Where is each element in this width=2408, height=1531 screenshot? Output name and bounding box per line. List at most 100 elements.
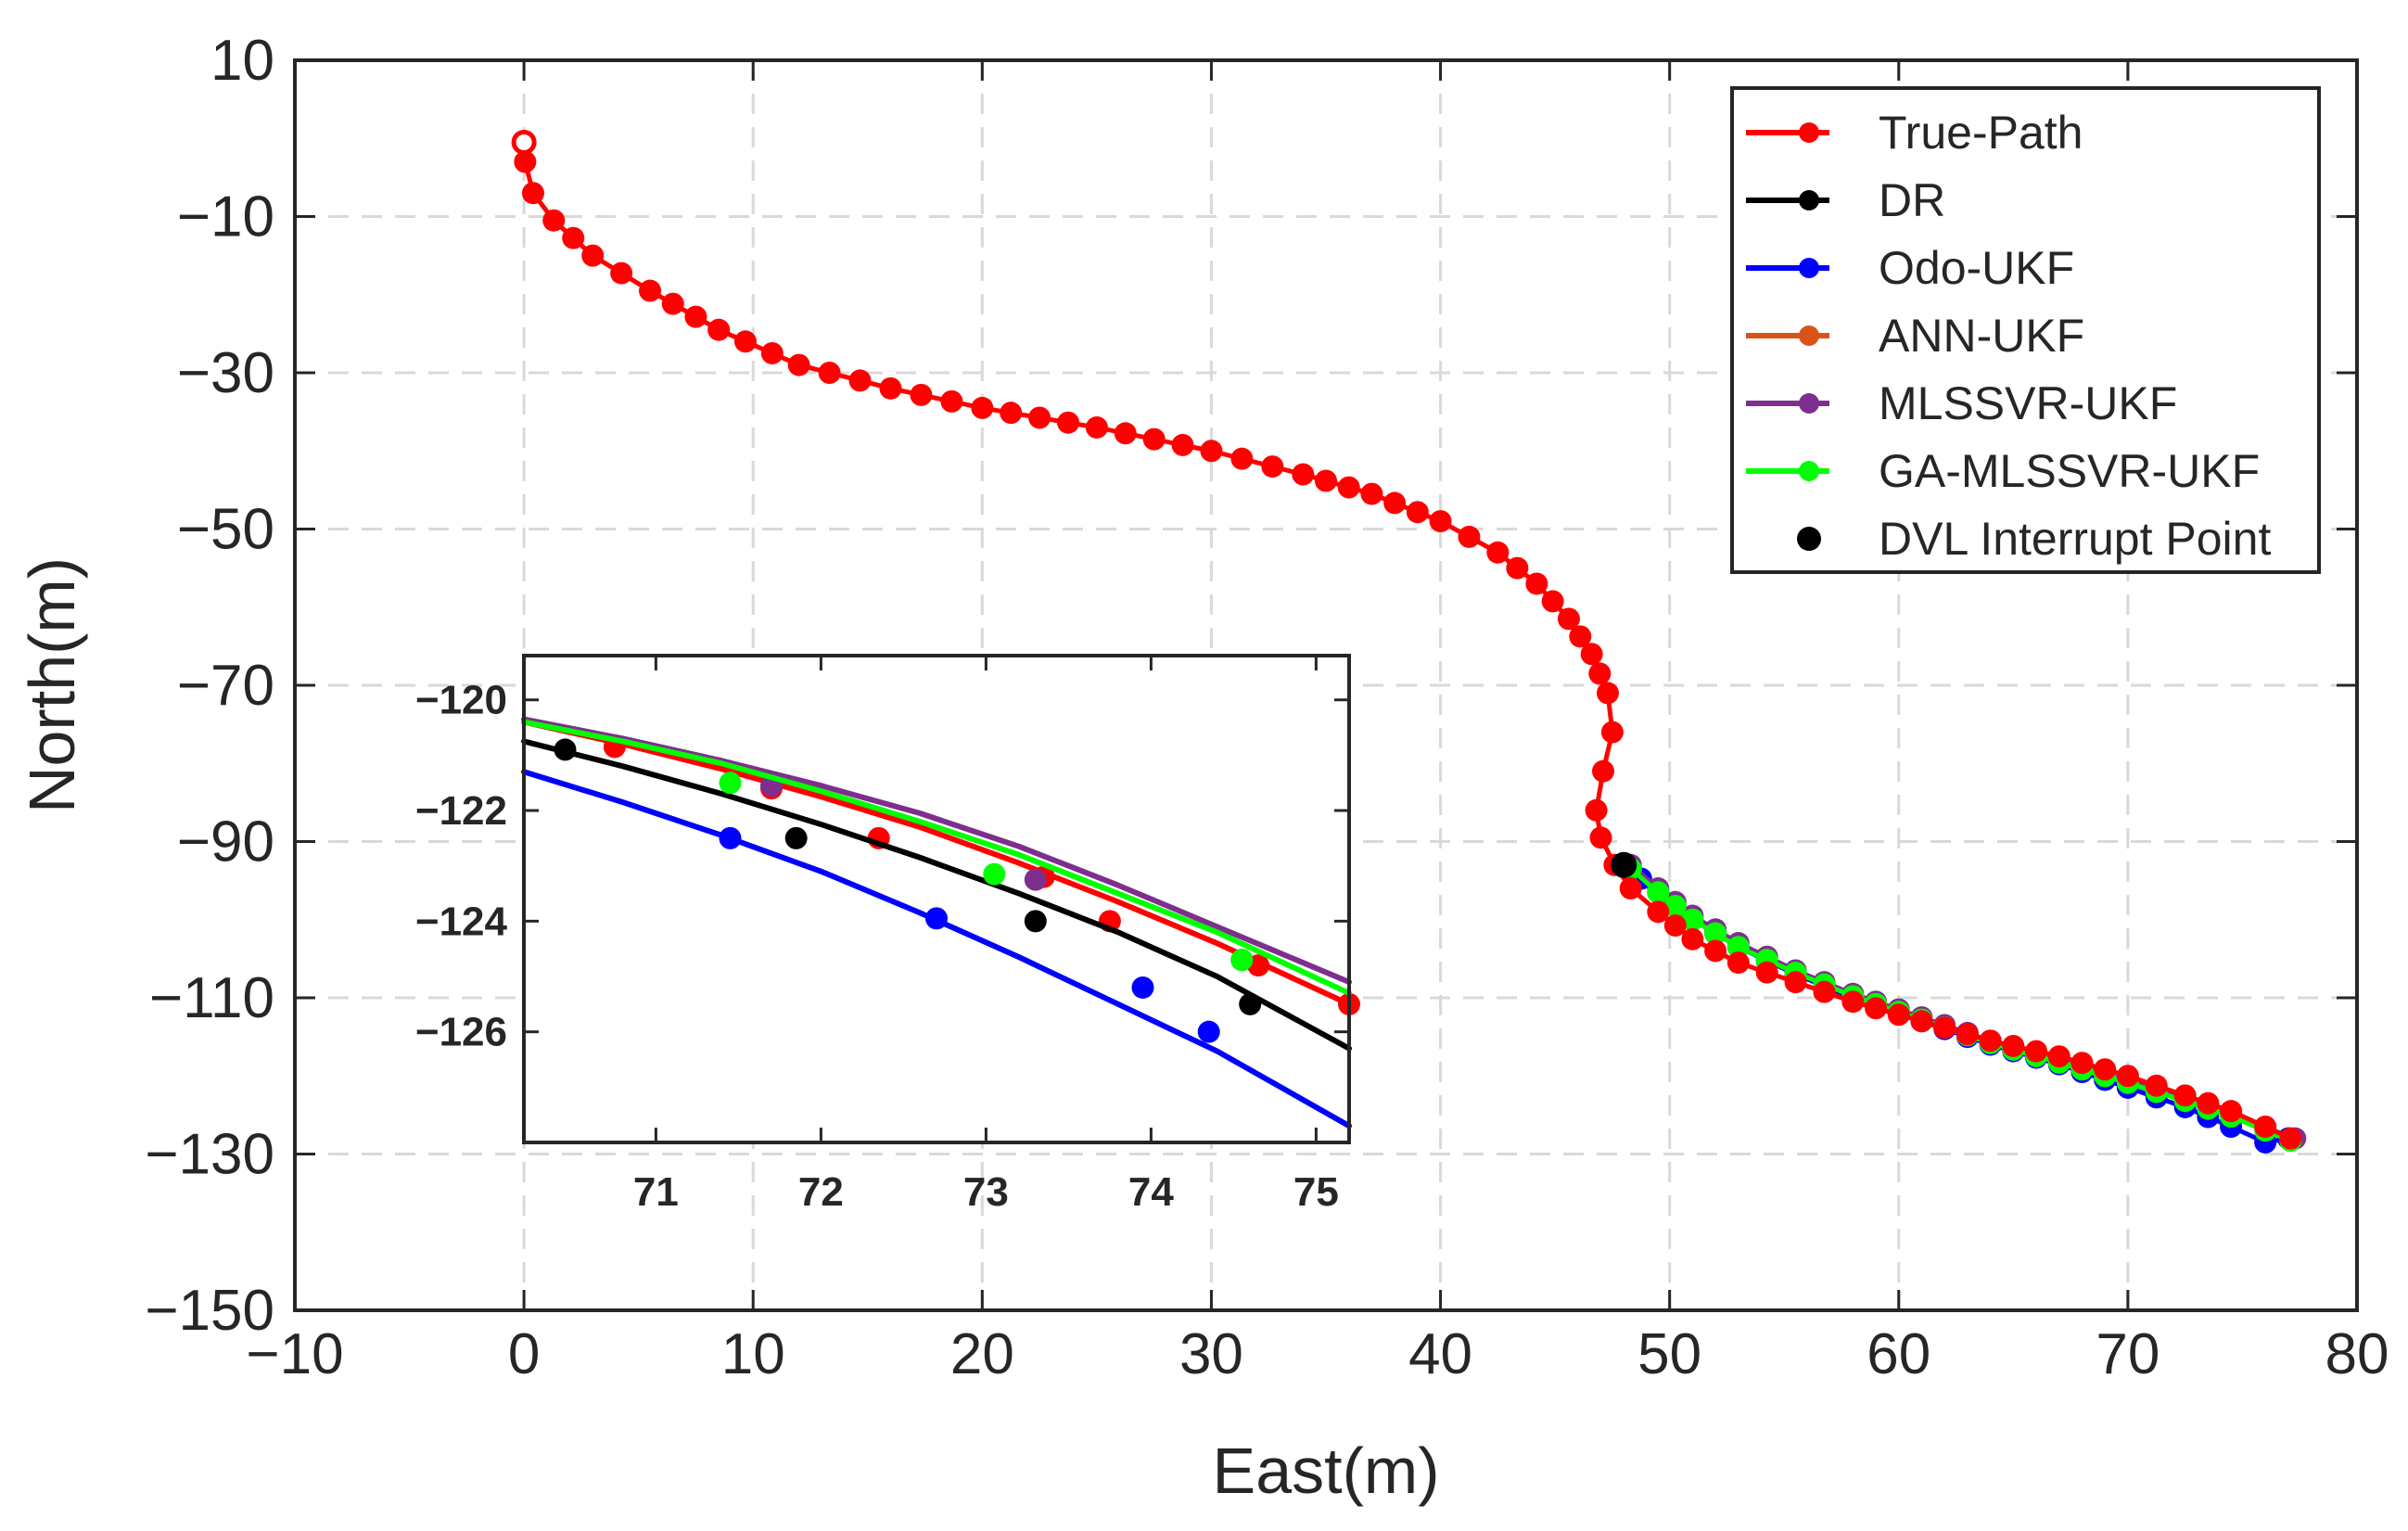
inset-odo-ukf-marker — [719, 826, 742, 849]
main-ticks: −10 0 10 20 30 40 50 60 70 80 10 −10 −30 −50 −70 −90 −11… — [145, 29, 2389, 1386]
true-path-marker — [1383, 491, 1407, 515]
inset-ga-mlssvr-ukf-marker — [983, 862, 1006, 886]
true-path-marker — [1458, 525, 1481, 548]
inset-y-tick-label: −120 — [415, 678, 507, 723]
true-path-marker — [1588, 662, 1612, 685]
inset-dr-marker — [1239, 992, 1262, 1015]
ga-mlssvr-ukf-marker — [1726, 936, 1750, 959]
true-path-marker — [1292, 463, 1315, 486]
inset-ticks: 71 72 73 74 75 −120 −122 −124 −126 — [415, 656, 1349, 1215]
inset-y-tick-label: −126 — [415, 1010, 507, 1055]
inset-dr-marker — [554, 738, 577, 761]
true-path-marker — [1541, 590, 1564, 613]
ga-mlssvr-ukf-marker — [1704, 922, 1727, 945]
inset-x-tick-label: 74 — [1128, 1169, 1174, 1215]
true-path-marker — [1261, 455, 1284, 478]
true-path-marker — [1200, 440, 1223, 463]
inset-mlssvr-ukf-marker — [1024, 868, 1047, 891]
y-axis-label: North(m) — [16, 557, 88, 813]
true-path-marker — [1028, 406, 1051, 429]
legend-mlssvr-ukf-marker — [1799, 393, 1819, 414]
true-path-marker — [1979, 1029, 2002, 1053]
true-path-marker — [733, 330, 757, 353]
true-path-marker — [1755, 961, 1778, 984]
inset-y-tick-label: −122 — [415, 788, 507, 834]
legend-mlssvr-ukf-label: MLSSVR-UKF — [1879, 377, 2177, 429]
legend-odo-ukf-marker — [1799, 258, 1819, 278]
true-path-start-marker — [511, 129, 537, 155]
true-path-marker — [581, 244, 605, 267]
legend-ga-mlssvr-ukf-marker — [1799, 461, 1819, 481]
legend-ann-ukf-marker — [1799, 325, 1819, 346]
true-path-marker — [1592, 759, 1615, 783]
inset-odo-ukf-marker — [1197, 1020, 1220, 1043]
true-path-marker — [661, 292, 684, 315]
legend-box — [1730, 86, 2321, 574]
true-path-marker — [2094, 1058, 2117, 1081]
inset-series-group — [521, 716, 1360, 1129]
y-tick-label: −30 — [177, 341, 274, 405]
y-tick-label: −150 — [145, 1279, 274, 1343]
inset-dr-marker — [1024, 910, 1047, 933]
true-path-marker — [639, 279, 662, 302]
inset-dr-marker — [784, 826, 808, 849]
true-path-marker — [542, 209, 566, 232]
true-path-marker — [1000, 402, 1023, 425]
true-path-marker — [1704, 939, 1727, 963]
true-path-marker — [1315, 469, 1337, 492]
true-path-marker — [2145, 1074, 2168, 1097]
inset-odo-ukf-marker — [1131, 976, 1154, 999]
legend-ann-ukf-label: ANN-UKF — [1879, 310, 2084, 362]
true-path-marker — [562, 226, 585, 249]
true-path-marker — [1600, 721, 1624, 744]
true-path-marker — [1910, 1010, 1933, 1033]
inset-x-tick-label: 72 — [798, 1169, 844, 1215]
true-path-marker — [1726, 951, 1750, 975]
y-tick-label: −90 — [177, 810, 274, 874]
true-path-marker — [818, 362, 841, 384]
true-path-marker — [1114, 422, 1137, 445]
y-tick-label: −10 — [177, 185, 274, 249]
ga-mlssvr-ukf-marker — [1647, 881, 1670, 904]
inset-odo-ukf-line — [521, 769, 1352, 1129]
inset-dr-line — [521, 738, 1352, 1052]
inset-x-tick-label: 71 — [633, 1169, 679, 1215]
true-path-marker — [1230, 447, 1254, 470]
true-path-marker — [760, 341, 784, 364]
true-path-marker — [1569, 625, 1592, 648]
x-tick-label: −10 — [246, 1322, 343, 1386]
true-path-marker — [2279, 1127, 2302, 1150]
legend-ga-mlssvr-ukf-label: GA-MLSSVR-UKF — [1879, 445, 2260, 497]
true-path-marker — [1784, 971, 1807, 994]
inset-x-tick-label: 75 — [1293, 1169, 1339, 1215]
inset-x-tick-label: 73 — [963, 1169, 1009, 1215]
legend-true-path-marker — [1799, 122, 1819, 143]
legend: True-Path DR Odo-UKF ANN-UKF MLSSVR-UKF GA-ML… — [1730, 86, 2321, 574]
inset-ga-mlssvr-ukf-marker — [719, 772, 742, 795]
inset-plot-frame — [522, 654, 1351, 1144]
true-path-marker — [707, 318, 731, 341]
inset-background — [524, 656, 1349, 1142]
inset-y-tick-label: −124 — [415, 899, 508, 944]
dvl-interrupt-point-marker — [1611, 851, 1637, 878]
true-path-marker — [1663, 914, 1687, 938]
true-path-marker — [1956, 1023, 1979, 1046]
y-tick-label: −130 — [145, 1123, 274, 1187]
true-path-marker — [1619, 877, 1642, 900]
legend-entries: True-Path DR Odo-UKF ANN-UKF MLSSVR-UKF GA-ML… — [1746, 107, 2271, 565]
true-path-marker — [1142, 427, 1166, 451]
true-path-marker — [1486, 541, 1510, 564]
y-tick-label: 10 — [210, 29, 274, 93]
true-path-marker — [787, 353, 810, 376]
true-path-marker — [971, 396, 994, 419]
ga-mlssvr-ukf-marker — [1663, 895, 1687, 918]
true-path-marker — [848, 369, 872, 392]
true-path-marker — [1596, 682, 1619, 705]
x-axis-label: East(m) — [1213, 1435, 1440, 1507]
true-path-marker — [684, 305, 707, 328]
true-path-marker — [1681, 927, 1704, 950]
true-path-marker — [2070, 1052, 2094, 1075]
inset-ga-mlssvr-ukf-marker — [1230, 949, 1254, 972]
true-path-marker — [1647, 900, 1670, 924]
true-path-marker — [940, 389, 963, 413]
